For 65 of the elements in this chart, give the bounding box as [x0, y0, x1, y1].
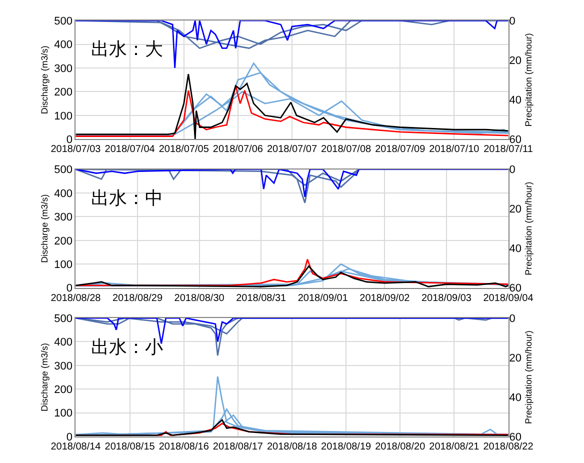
x-tick-label: 2018/08/28: [50, 292, 102, 304]
y-tick-label: 100: [54, 110, 73, 122]
x-tick-label: 2018/09/02: [360, 292, 410, 304]
x-tick-label: 2018/08/19: [321, 442, 372, 453]
y-tick-label: 0: [66, 282, 73, 295]
y2-tick-label: 20: [509, 54, 522, 67]
y2-tick-label: 60: [509, 134, 522, 146]
x-tick-label: 2018/09/03: [421, 292, 472, 304]
y-tick-label: 100: [54, 258, 73, 271]
y2-tick-label: 60: [509, 282, 522, 295]
x-tick-label: 2018/09/04: [483, 292, 534, 304]
x-tick-label: 2018/08/17: [212, 442, 264, 453]
y2-tick-label: 0: [509, 164, 516, 176]
x-tick-label: 2018/08/18: [266, 442, 318, 453]
y-tick-label: 200: [54, 86, 73, 99]
y2-tick-label: 40: [509, 392, 522, 404]
x-tick-label: 2018/09/01: [298, 292, 348, 304]
y2-axis-title: Precipitation (mm/hour): [523, 182, 534, 276]
y-tick-label: 500: [54, 164, 73, 176]
y-tick-label: 200: [54, 384, 73, 396]
y2-axis-title: Precipitation (mm/hour): [523, 330, 534, 424]
y-tick-label: 100: [54, 408, 73, 420]
x-tick-label: 2018/07/11: [484, 144, 534, 156]
x-tick-label: 2018/08/22: [483, 442, 534, 453]
y-axis-title: Discharge (m3/s): [40, 46, 50, 114]
y-tick-label: 0: [66, 134, 73, 146]
y2-tick-label: 0: [509, 15, 516, 28]
x-tick-label: 2018/07/09: [375, 144, 426, 156]
y2-tick-label: 20: [509, 352, 522, 364]
y2-tick-label: 40: [509, 243, 522, 256]
x-tick-label: 2018/08/16: [158, 442, 210, 453]
x-tick-label: 2018/08/14: [50, 442, 102, 453]
y-tick-label: 400: [54, 188, 73, 200]
annotation: 出水：大: [91, 39, 163, 60]
y-tick-label: 300: [54, 212, 73, 224]
x-tick-label: 2018/08/29: [112, 292, 163, 304]
x-tick-label: 2018/08/21: [429, 442, 480, 453]
y-axis-title: Discharge (m3/s): [40, 343, 50, 412]
annotation: 出水：小: [91, 337, 163, 358]
y2-tick-label: 60: [509, 431, 522, 444]
x-tick-label: 2018/07/08: [321, 144, 372, 156]
x-tick-label: 2018/07/07: [266, 144, 318, 156]
x-tick-label: 2018/07/05: [158, 144, 210, 156]
x-tick-label: 2018/07/10: [429, 144, 480, 156]
y-axis-title: Discharge (m3/s): [40, 194, 50, 263]
x-tick-label: 2018/08/15: [104, 442, 156, 453]
x-tick-label: 2018/07/04: [104, 144, 156, 156]
y-tick-label: 200: [54, 235, 73, 248]
y-tick-label: 0: [66, 431, 73, 444]
y2-tick-label: 0: [509, 312, 516, 325]
x-tick-label: 2018/07/06: [212, 144, 264, 156]
x-tick-label: 2018/07/03: [50, 144, 102, 156]
y-tick-label: 400: [54, 336, 73, 349]
y-tick-label: 300: [54, 360, 73, 372]
y-tick-label: 500: [54, 15, 73, 28]
y2-tick-label: 40: [509, 94, 522, 106]
x-tick-label: 2018/08/30: [174, 292, 225, 304]
annotation: 出水：中: [91, 188, 163, 209]
y2-axis-title: Precipitation (mm/hour): [523, 33, 534, 127]
y2-tick-label: 20: [509, 204, 522, 216]
x-tick-label: 2018/08/31: [236, 292, 287, 304]
y-tick-label: 300: [54, 62, 73, 75]
x-tick-label: 2018/08/20: [375, 442, 426, 453]
y-tick-label: 400: [54, 39, 73, 52]
y-tick-label: 500: [54, 312, 73, 325]
